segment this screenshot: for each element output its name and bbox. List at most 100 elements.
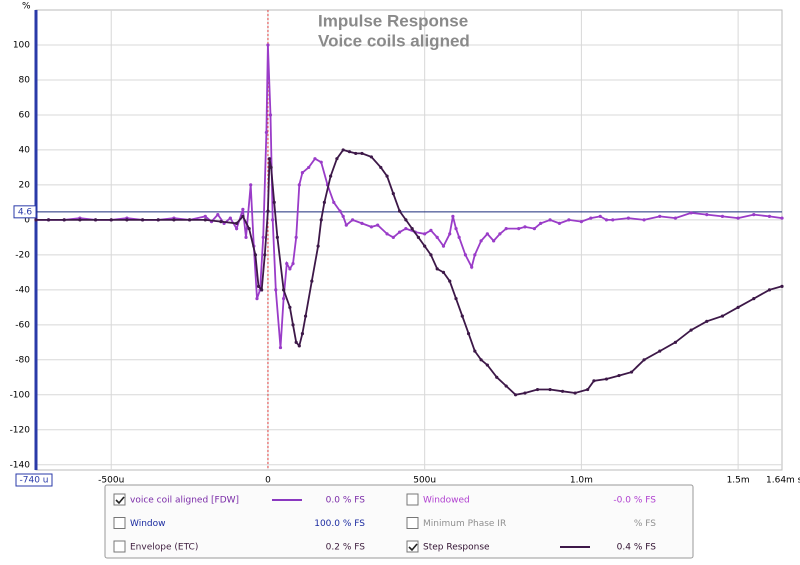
checkmark	[115, 496, 125, 505]
data-point	[235, 227, 239, 231]
data-point	[604, 377, 609, 381]
data-point	[397, 230, 402, 234]
data-point	[397, 209, 402, 213]
data-point	[767, 288, 772, 292]
x-end-label: 1.64m s	[766, 476, 800, 486]
cursor-label: 4.6	[18, 207, 33, 217]
data-point	[78, 218, 82, 222]
y-unit: %	[22, 2, 31, 12]
data-point	[341, 214, 345, 218]
cursor-box	[13, 205, 37, 219]
data-point	[385, 232, 389, 236]
checkmark	[408, 543, 418, 552]
x-tick-label: 1.5m	[727, 476, 750, 486]
data-point	[485, 232, 489, 236]
data-point	[140, 218, 145, 222]
data-point	[228, 216, 232, 220]
data-point	[626, 216, 631, 220]
data-point	[485, 363, 489, 367]
data-point	[523, 391, 527, 395]
legend-checkbox[interactable]	[406, 540, 419, 553]
data-point	[338, 209, 342, 213]
legend-checkbox[interactable]	[406, 517, 419, 529]
data-point	[260, 288, 264, 292]
data-point	[187, 218, 192, 222]
y-tick-label: -20	[15, 250, 30, 260]
legend-checkbox[interactable]	[113, 540, 126, 553]
y-tick-label: 0	[24, 215, 30, 225]
data-point	[611, 218, 615, 222]
data-point	[46, 218, 51, 222]
data-point	[360, 151, 364, 156]
y-tick-label: -120	[10, 425, 31, 435]
y-tick-label: 40	[19, 145, 31, 155]
data-point	[288, 267, 292, 271]
data-point	[203, 214, 207, 218]
data-point	[310, 279, 314, 283]
data-point	[244, 235, 248, 239]
data-point	[460, 314, 464, 318]
data-point	[272, 200, 276, 204]
y-tick-label: 60	[19, 110, 31, 120]
data-point	[307, 165, 311, 170]
data-point	[473, 349, 477, 353]
data-point	[385, 174, 389, 178]
data-point	[322, 200, 326, 204]
data-point	[341, 148, 345, 152]
data-point	[736, 216, 740, 220]
data-point	[567, 218, 571, 222]
data-point	[658, 349, 662, 353]
data-point	[523, 225, 527, 229]
data-point	[253, 253, 258, 257]
legend-name: Step Response	[423, 543, 490, 553]
data-point	[219, 220, 223, 224]
data-point	[470, 265, 474, 269]
chart-subtitle: Voice coils aligned	[318, 31, 470, 50]
data-point	[454, 296, 458, 301]
data-point	[216, 213, 220, 217]
data-point	[247, 227, 251, 231]
x-start-label: -740 u	[20, 476, 49, 486]
legend-value: 0.0 % FS	[326, 496, 366, 506]
data-point	[329, 174, 333, 178]
legend-value: 100.0 % FS	[314, 519, 365, 529]
chart-title: Impulse Response	[318, 11, 468, 30]
data-point	[404, 218, 408, 222]
data-point	[404, 227, 408, 231]
data-point	[275, 235, 279, 239]
data-point	[416, 235, 421, 239]
data-point	[156, 218, 160, 222]
y-tick-label: -80	[15, 355, 30, 365]
legend-checkbox[interactable]	[113, 493, 126, 506]
plot-area	[35, 9, 783, 471]
data-point	[560, 389, 565, 393]
data-point	[369, 155, 373, 159]
data-point	[332, 200, 336, 204]
data-point	[548, 387, 552, 392]
data-point	[441, 244, 446, 248]
data-point	[423, 244, 427, 248]
data-point	[350, 218, 355, 222]
data-point	[492, 239, 496, 243]
y-tick-label: -60	[15, 320, 30, 330]
data-point	[235, 221, 239, 225]
data-point	[313, 157, 317, 161]
data-point	[291, 262, 295, 266]
data-point	[294, 340, 298, 344]
data-point	[705, 213, 709, 217]
data-point	[629, 370, 634, 374]
data-point	[705, 319, 709, 323]
data-point	[441, 270, 446, 274]
legend-value: 0.2 % FS	[326, 543, 366, 553]
legend-panel	[104, 484, 694, 559]
data-point	[604, 218, 609, 222]
data-point	[294, 235, 298, 239]
legend-checkbox[interactable]	[406, 493, 419, 506]
data-point	[535, 387, 540, 392]
data-point	[504, 227, 508, 231]
legend-checkbox[interactable]	[113, 517, 126, 529]
data-point	[598, 214, 602, 218]
data-point	[557, 221, 562, 225]
data-point	[34, 218, 38, 222]
data-point	[264, 130, 268, 135]
